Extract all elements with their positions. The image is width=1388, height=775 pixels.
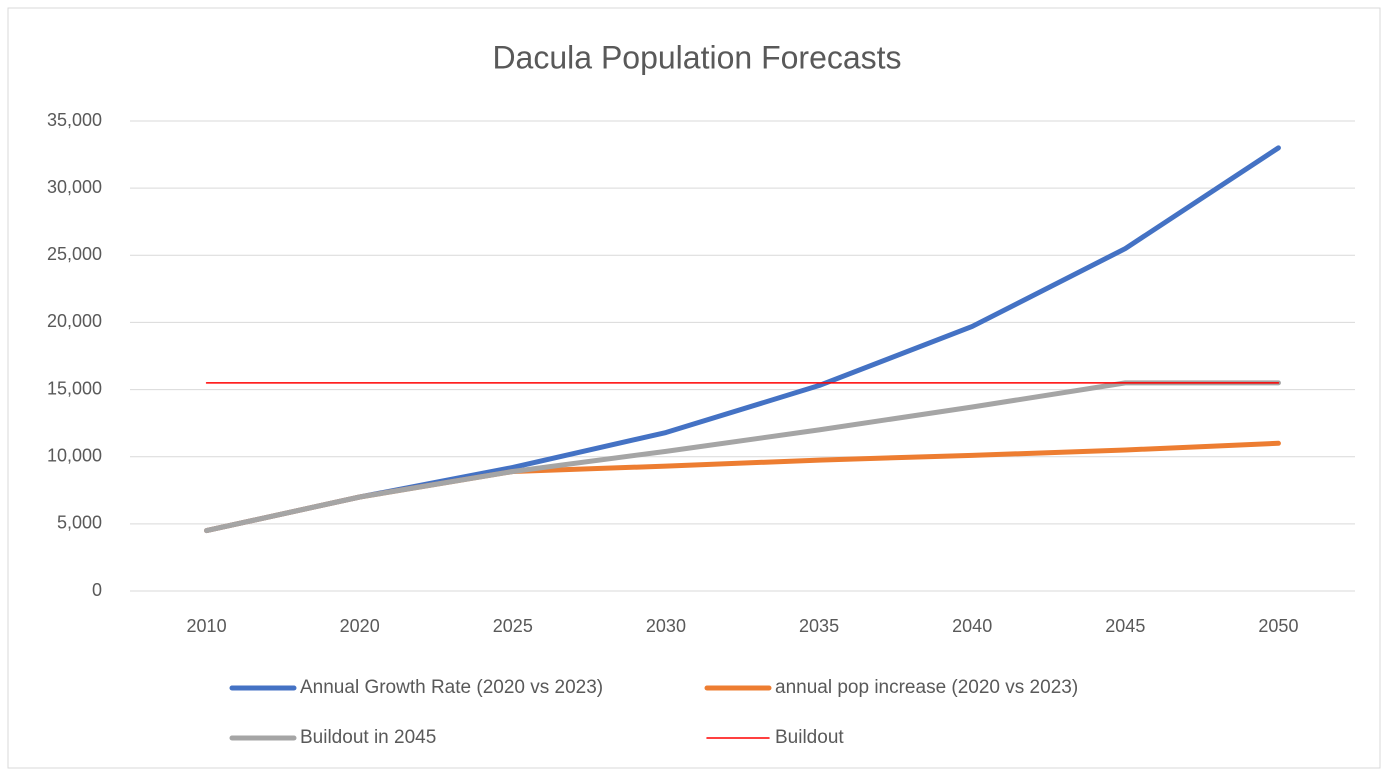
y-tick-label: 25,000 (47, 244, 102, 264)
series-line (204, 380, 1281, 534)
legend-label: Annual Growth Rate (2020 vs 2023) (300, 677, 603, 698)
y-tick-label: 35,000 (47, 110, 102, 130)
legend-label: Buildout (775, 727, 844, 748)
y-tick-label: 15,000 (47, 378, 102, 398)
x-tick-label: 2010 (187, 616, 227, 636)
y-tick-label: 0 (92, 580, 102, 600)
x-tick-label: 2030 (646, 616, 686, 636)
x-tick-label: 2045 (1105, 616, 1145, 636)
x-tick-label: 2020 (340, 616, 380, 636)
chart-frame (7, 7, 1381, 769)
legend-label: annual pop increase (2020 vs 2023) (775, 677, 1078, 698)
x-tick-label: 2025 (493, 616, 533, 636)
x-tick-label: 2050 (1258, 616, 1298, 636)
legend-label: Buildout in 2045 (300, 727, 436, 748)
y-tick-label: 20,000 (47, 311, 102, 331)
y-tick-label: 5,000 (57, 513, 102, 533)
x-tick-label: 2040 (952, 616, 992, 636)
x-tick-label: 2035 (799, 616, 839, 636)
chart-title: Dacula Population Forecasts (492, 39, 901, 75)
y-tick-label: 30,000 (47, 177, 102, 197)
y-tick-label: 10,000 (47, 445, 102, 465)
